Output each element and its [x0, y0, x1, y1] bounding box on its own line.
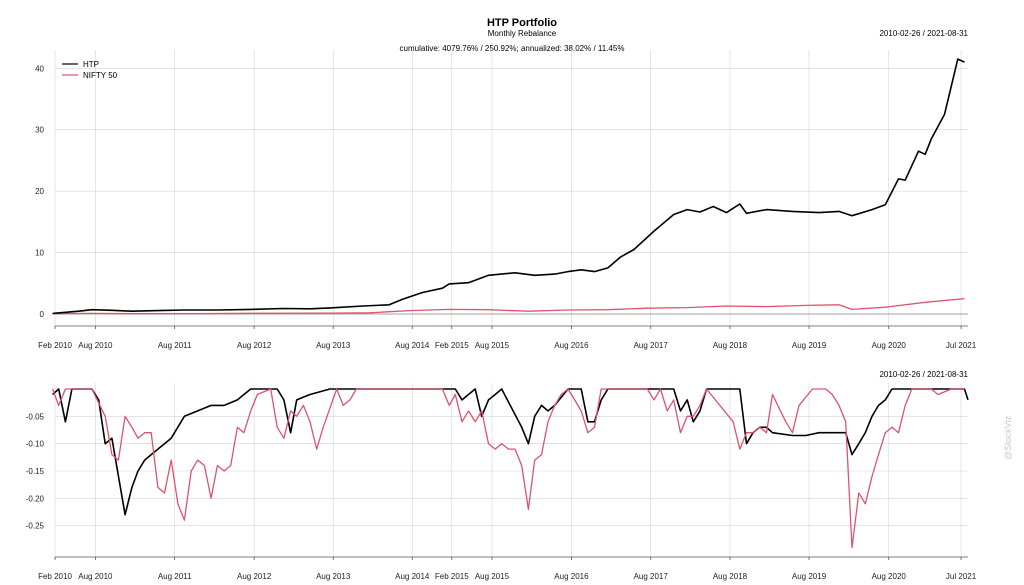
legend-label-htp: HTP [83, 60, 99, 69]
drawdown-line-htp [52, 388, 969, 516]
x-tick-label: Aug 2012 [237, 341, 272, 350]
x-tick-label: Aug 2018 [713, 572, 748, 581]
y-tick-label: -0.15 [26, 467, 45, 476]
x-tick-label: Aug 2010 [78, 572, 113, 581]
x-tick-label: Jul 2021 [946, 341, 977, 350]
drawdown-panel: -0.05 -0.10 -0.15 -0.20 -0.25 Feb 2010 Aug 201… [26, 383, 977, 581]
x-tick-label: Aug 2012 [237, 572, 272, 581]
x-tick-label: Aug 2015 [475, 572, 510, 581]
x-tick-label: Aug 2014 [395, 572, 430, 581]
x-tick-label: Aug 2018 [713, 341, 748, 350]
cumulative-line-nifty [52, 297, 965, 315]
drawdown-line-nifty [51, 388, 965, 549]
cumulative-panel: 0 10 20 30 40 Feb 2010 Aug 2010 Aug 2011 Aug 201… [35, 50, 977, 350]
x-tick-label: Feb 2010 [38, 341, 72, 350]
y-tick-label: -0.10 [26, 440, 45, 449]
x-tick-label: Aug 2016 [554, 341, 589, 350]
x-tick-label: Aug 2017 [634, 572, 669, 581]
y-tick-label: -0.05 [26, 412, 45, 421]
y-tick-label: 30 [35, 126, 44, 135]
x-tick-label: Aug 2015 [475, 341, 510, 350]
x-tick-label: Aug 2011 [158, 572, 192, 581]
chart-subtitle: Monthly Rebalance [488, 29, 557, 38]
x-tick-label: Aug 2014 [395, 341, 430, 350]
y-tick-label: 10 [35, 249, 44, 258]
x-tick-label: Aug 2020 [872, 572, 907, 581]
stats-line: cumulative: 4079.76% / 250.92%; annualiz… [400, 44, 625, 53]
date-range-bottom: 2010-02-26 / 2021-08-31 [879, 370, 968, 379]
x-tick-label: Feb 2015 [435, 572, 469, 581]
legend-label-nifty: NIFTY 50 [83, 71, 118, 80]
y-tick-label: 40 [35, 64, 44, 73]
y-tick-label: 20 [35, 187, 44, 196]
x-tick-label: Aug 2010 [78, 341, 113, 350]
date-range-top: 2010-02-26 / 2021-08-31 [879, 29, 968, 38]
x-tick-label: Aug 2019 [792, 572, 827, 581]
watermark: @StockViz [1003, 416, 1013, 460]
x-tick-label: Aug 2016 [554, 572, 589, 581]
y-tick-label: 0 [40, 310, 45, 319]
x-tick-label: Feb 2010 [38, 572, 72, 581]
legend: HTP NIFTY 50 [62, 60, 118, 80]
y-tick-label: -0.20 [26, 494, 45, 503]
x-tick-label: Feb 2015 [435, 341, 469, 350]
x-tick-label: Aug 2011 [158, 341, 192, 350]
y-tick-label: -0.25 [26, 522, 45, 531]
x-tick-label: Jul 2021 [946, 572, 977, 581]
x-tick-label: Aug 2013 [316, 341, 351, 350]
x-tick-label: Aug 2013 [316, 572, 351, 581]
x-tick-label: Aug 2020 [872, 341, 907, 350]
chart-title: HTP Portfolio [487, 17, 557, 29]
x-tick-label: Aug 2019 [792, 341, 827, 350]
x-tick-label: Aug 2017 [634, 341, 669, 350]
cumulative-line-htp [52, 58, 965, 315]
